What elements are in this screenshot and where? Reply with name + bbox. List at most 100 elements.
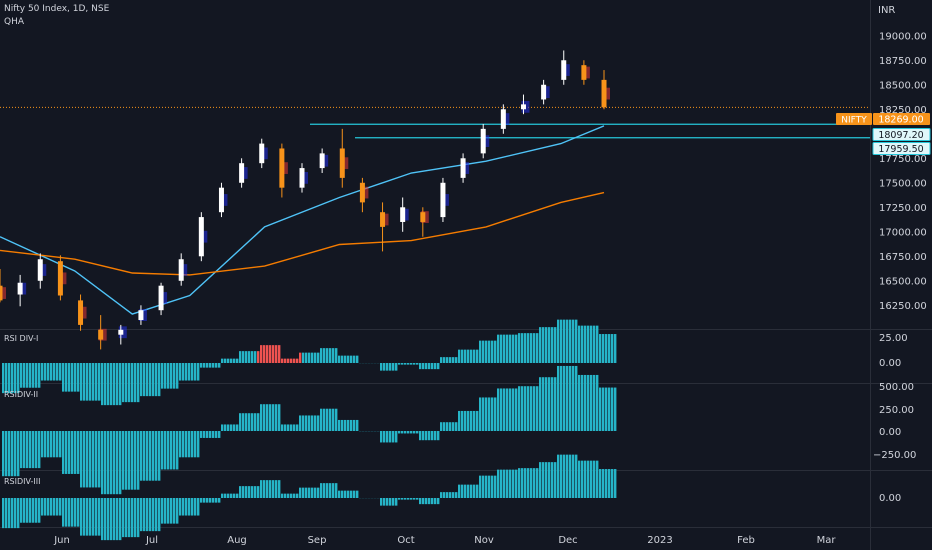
rsi-div-1-bar <box>569 319 572 363</box>
rsi-div-1-bar <box>413 363 416 365</box>
rsi-div-2-bar <box>35 431 38 469</box>
rsi-div-3-label[interactable]: RSIDIV-III <box>4 477 40 486</box>
rsi-div-2-bar <box>551 377 554 431</box>
rsi-div-3-bar <box>239 486 242 498</box>
level-1-badge[interactable] <box>872 128 931 141</box>
rsi-div-2-bar <box>590 374 593 431</box>
rsi-div-3-bar <box>155 498 158 532</box>
rsi-div-1-bar <box>83 363 86 401</box>
rsi-div-1-bar <box>65 363 68 392</box>
rsi-div-1-label[interactable]: RSI DIV-I <box>4 334 38 343</box>
rsi-div-3-bar <box>281 493 284 498</box>
rsi-div-3-bar <box>575 454 578 498</box>
rsi-div-3-bar <box>200 498 203 503</box>
rsi-div-3-bar <box>518 468 521 498</box>
rsi-div-1-bar <box>566 319 569 363</box>
candle-body <box>561 60 567 80</box>
rsi-div-3-bar <box>161 498 164 524</box>
rsi-div-1-bar <box>215 363 218 368</box>
rsi-div-1-bar <box>356 355 359 363</box>
candle-body <box>279 148 285 188</box>
rsi-div-3-pane[interactable] <box>2 454 617 541</box>
rsi-div-1-bar <box>539 327 542 363</box>
rsi-div-1-bar <box>407 363 410 365</box>
last-price-badge[interactable] <box>873 113 930 125</box>
rsi-div-2-bar <box>467 410 470 431</box>
rsi-div-2-bar <box>56 431 59 458</box>
rsi-div-2-bar <box>518 386 521 431</box>
rsi-div-2-bar <box>605 387 608 431</box>
rsi-div-2-bar <box>479 397 482 431</box>
rsi-div-2-bar <box>575 365 578 431</box>
rsi-div-2-pane[interactable] <box>2 365 617 495</box>
rsi-div-3-bar <box>188 498 191 516</box>
rsi-div-1-bar <box>269 345 272 363</box>
time-axis[interactable]: Jun Jul Aug Sep Oct Nov Dec 2023 Feb Mar <box>53 535 836 546</box>
level-2-badge[interactable] <box>872 142 931 155</box>
rsi-div-3-bar <box>434 498 437 505</box>
rsi-div-2-bar <box>455 422 458 431</box>
rsi-div-1-bar <box>206 363 209 368</box>
rsi-div-1-bar <box>134 363 137 403</box>
rsi-div-2-label[interactable]: RSIDIV-II <box>4 390 38 399</box>
rsi-div-2-bar <box>509 388 512 431</box>
rsi-div-2-bar <box>17 431 20 477</box>
rsi-div-1-bar <box>245 351 248 363</box>
rsi-div-1-bar <box>494 340 497 363</box>
rsi-div-2-bar <box>335 408 338 431</box>
time-tick: Nov <box>474 535 494 546</box>
rsi-div-3-bar <box>326 483 329 498</box>
rsi-div-2-bar <box>272 404 275 431</box>
rsi-div-1-bar <box>353 355 356 363</box>
rsi-div-1-bar <box>599 334 602 363</box>
rsi-div-1-pane[interactable] <box>2 319 617 406</box>
rsi-div-2-bar <box>110 431 113 495</box>
rsi-div-3-bar <box>29 498 32 523</box>
rsi-div-3-bar <box>164 498 167 524</box>
rsi-div-3-bar <box>296 493 299 498</box>
price-axis[interactable]: INR 19000.0018750.0018500.0018250.001800… <box>878 5 927 312</box>
rsi-div-1-bar <box>125 363 128 403</box>
price-axis-tick: 18750.00 <box>879 56 927 67</box>
rsi-div-2-bar <box>14 431 17 477</box>
rsi-div-3-bar <box>548 462 551 498</box>
rsi-div-1-bar <box>38 363 41 388</box>
rsi-div-3-bar <box>236 493 239 498</box>
rsi-div-3-bar <box>602 469 605 498</box>
rsi-div-2-bar <box>332 408 335 431</box>
rsi-div-2-bar <box>104 431 107 495</box>
rsi-div-2-bar <box>221 424 224 431</box>
rsi-div-3-bar <box>497 469 500 498</box>
rsi-div-1-bar <box>335 348 338 363</box>
rsi-div-1-bar <box>440 357 443 363</box>
rsi-div-1-bar <box>2 363 5 394</box>
symbol-badge[interactable] <box>836 113 872 125</box>
rsi-div-2-bar <box>473 410 476 431</box>
indicator-name[interactable]: QHA <box>4 17 25 27</box>
rsi-div-1-bar <box>251 351 254 363</box>
rsi-div-2-bar <box>470 410 473 431</box>
rsi-div-1-bar <box>248 351 251 363</box>
rsi-div-1-bar <box>77 363 80 392</box>
rsi-div-1-bar <box>386 363 389 371</box>
rsi-div-2-bar <box>599 387 602 431</box>
rsi-div-2-bar <box>269 404 272 431</box>
rsi-div-2-bar <box>209 431 212 438</box>
rsi-div-1-bar <box>419 363 422 370</box>
rsi-div-1-bar <box>404 363 407 365</box>
candle-body <box>138 310 144 320</box>
candle-body <box>57 261 63 296</box>
rsi-div-2-bar <box>185 431 188 458</box>
chart-title[interactable]: Nifty 50 Index, 1D, NSE <box>4 4 110 14</box>
rsi-div-1-bar <box>5 363 8 394</box>
rsi-div-1-bar <box>239 351 242 363</box>
candle-body <box>319 153 325 169</box>
rsi-div-3-bar <box>98 498 101 536</box>
rsi-div-2-bar <box>149 431 152 481</box>
rsi-div-3-bar <box>167 498 170 524</box>
rsi-div-1-bar <box>164 363 167 389</box>
price-pane[interactable] <box>0 50 870 350</box>
rsi-div-3-bar <box>332 483 335 498</box>
